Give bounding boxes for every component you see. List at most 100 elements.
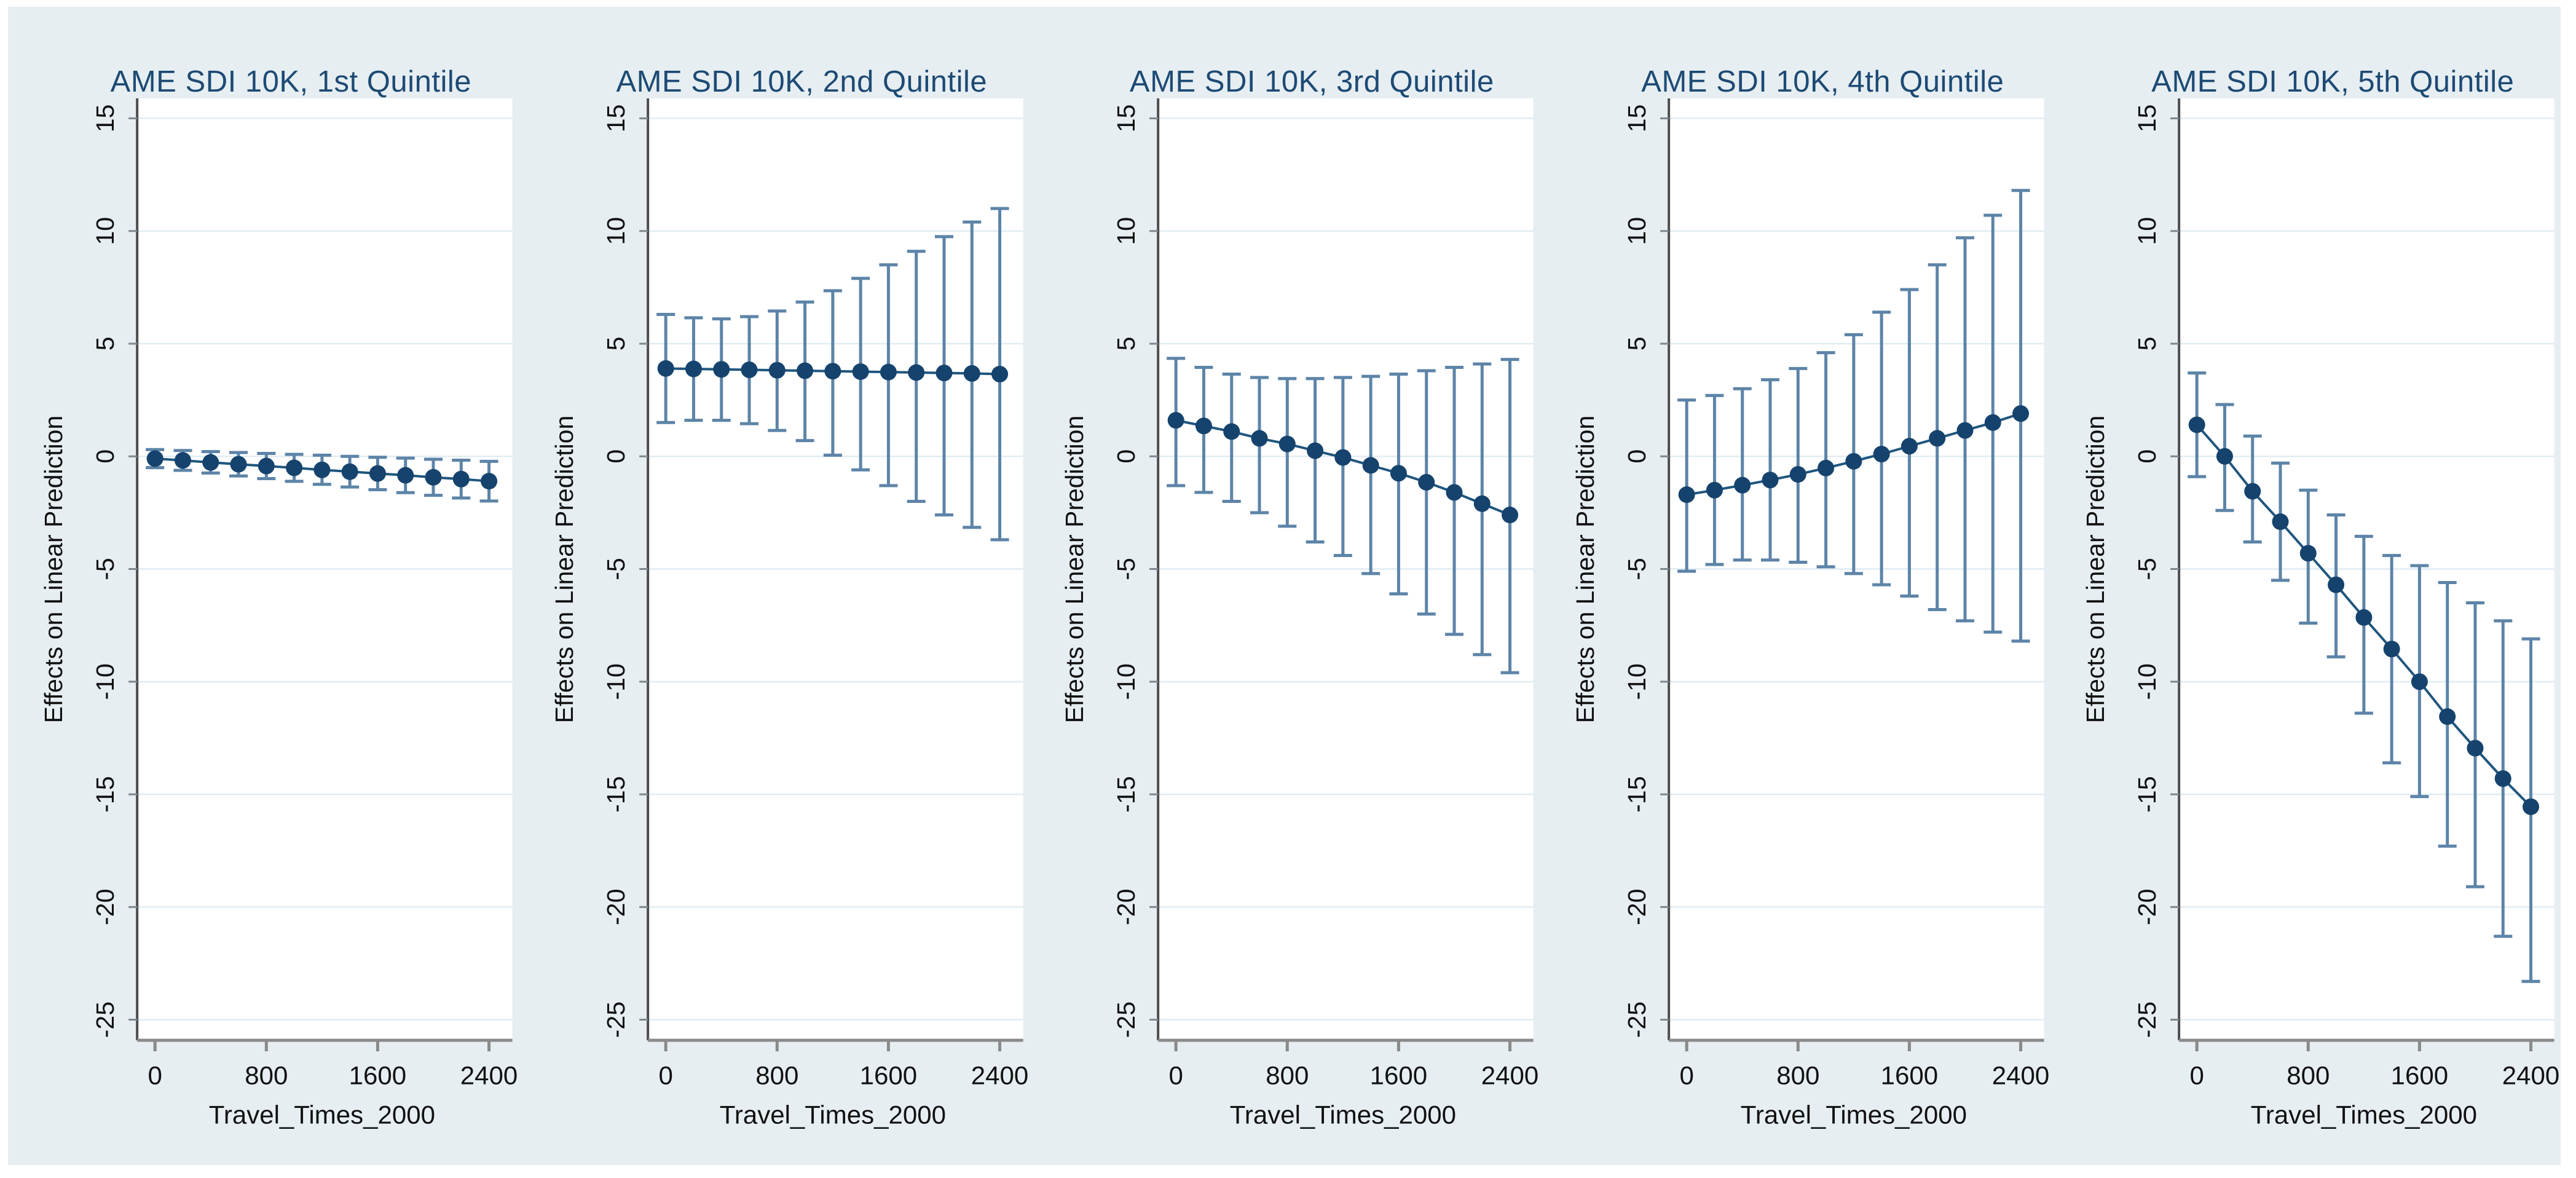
y-tick-label: 10	[1623, 217, 1651, 245]
y-tick-label: -15	[2133, 776, 2161, 812]
y-tick-label: -20	[1112, 889, 1140, 925]
panel-quintile-3: AME SDI 10K, 3rd Quintile 15 10 5 0 -5 -10 -15 -…	[1029, 7, 1540, 1165]
y-tick-label: 5	[1112, 337, 1140, 351]
panel-title: AME SDI 10K, 2nd Quintile	[616, 65, 987, 98]
x-tick-label: 0	[658, 1061, 672, 1090]
x-tick-label: 1600	[1880, 1061, 1937, 1090]
x-tick-label: 0	[2190, 1061, 2204, 1090]
figure-background: AME SDI 10K, 1st Quintile 15 10 5 0 -5 -10 -15 -…	[8, 7, 2561, 1165]
x-tick-label: 1600	[2391, 1061, 2448, 1090]
data-point	[796, 362, 813, 379]
error-bar	[1445, 365, 1464, 636]
x-tick-label: 1600	[1370, 1061, 1427, 1090]
x-tick-label: 2400	[2502, 1061, 2559, 1090]
data-point	[768, 362, 786, 379]
y-tick-label: 10	[1112, 217, 1140, 245]
y-tick-label: -20	[1623, 889, 1651, 925]
y-tick-label: -25	[1112, 1002, 1140, 1038]
y-tick-label: -15	[91, 776, 119, 812]
y-tick-label: -15	[1623, 776, 1651, 812]
x-tick-label: 800	[2287, 1061, 2330, 1090]
data-point	[1845, 453, 1862, 470]
error-bar	[1389, 372, 1408, 596]
data-point	[313, 461, 331, 478]
data-point	[1334, 449, 1352, 466]
data-point	[481, 473, 498, 490]
y-tick-label: -10	[1112, 663, 1140, 700]
y-tick-label: 5	[91, 337, 119, 351]
y-axis-title: Effects on Linear Prediction	[1571, 416, 1599, 723]
y-tick-label: 15	[602, 105, 630, 133]
x-tick-label: 2400	[1992, 1061, 2049, 1090]
panel-quintile-2: AME SDI 10K, 2nd Quintile 15 10 5 0 -5 -10 -15 -…	[519, 7, 1030, 1165]
panel-title: AME SDI 10K, 4th Quintile	[1641, 65, 2004, 98]
data-point	[1446, 484, 1463, 501]
data-point	[852, 363, 869, 380]
data-point	[963, 365, 980, 382]
data-point	[1307, 442, 1324, 459]
y-tick-label: -25	[1623, 1002, 1651, 1038]
error-bar	[1789, 366, 1808, 564]
data-point	[741, 362, 758, 379]
error-bar	[1361, 374, 1381, 575]
data-point	[2244, 483, 2261, 500]
data-point	[880, 363, 897, 381]
x-axis-title: Travel_Times_2000	[209, 1101, 435, 1129]
data-point	[1278, 435, 1296, 453]
y-tick-label: -10	[1623, 663, 1651, 700]
data-point	[2189, 416, 2206, 433]
error-bar	[1705, 393, 1724, 566]
data-point	[935, 365, 953, 382]
data-point	[657, 360, 674, 377]
data-point	[286, 459, 303, 476]
x-tick-label: 800	[755, 1061, 798, 1090]
data-point	[1789, 466, 1806, 483]
data-point	[991, 365, 1008, 382]
data-point	[1678, 486, 1695, 504]
y-tick-label: -20	[2133, 889, 2161, 925]
y-tick-label: -5	[91, 558, 119, 580]
data-point	[2467, 740, 2484, 757]
y-axis-title: Effects on Linear Prediction	[2081, 416, 2109, 723]
y-tick-label: -10	[2133, 663, 2161, 700]
y-tick-label: -5	[602, 558, 630, 580]
data-point	[1984, 414, 2001, 431]
chart-panel-1: AME SDI 10K, 1st Quintile 15 10 5 0 -5 -10 -15 -…	[39, 65, 518, 1129]
chart-panel-2: AME SDI 10K, 2nd Quintile 15 10 5 0 -5 -10 -15 -…	[550, 65, 1028, 1129]
data-point	[1900, 438, 1918, 455]
y-tick-label: 10	[602, 217, 630, 245]
x-axis-title: Travel_Times_2000	[719, 1101, 945, 1129]
y-tick-label: -15	[1112, 776, 1140, 812]
data-point	[2384, 641, 2401, 658]
data-point	[1473, 495, 1491, 512]
error-bar	[1760, 378, 1779, 562]
error-bar	[1306, 377, 1325, 544]
y-tick-label: -10	[602, 663, 630, 700]
panel-quintile-5: AME SDI 10K, 5th Quintile 15 10 5 0 -5 -10 -15 -…	[2050, 7, 2561, 1165]
data-point	[1762, 472, 1779, 489]
y-tick-label: 15	[91, 105, 119, 133]
data-point	[1734, 476, 1751, 494]
y-tick-label: 15	[2133, 105, 2161, 133]
data-point	[1956, 422, 1974, 439]
y-tick-label: 5	[1623, 337, 1651, 351]
data-point	[1251, 430, 1268, 447]
data-point	[452, 470, 470, 488]
data-point	[1418, 473, 1435, 491]
y-axis-title: Effects on Linear Prediction	[39, 416, 68, 723]
chart-panel-5: AME SDI 10K, 5th Quintile 15 10 5 0 -5 -10 -15 -…	[2081, 65, 2559, 1129]
y-axis-title: Effects on Linear Prediction	[550, 416, 578, 723]
data-point	[230, 456, 247, 473]
y-tick-label: -25	[91, 1002, 119, 1038]
data-point	[2272, 513, 2289, 531]
y-tick-label: -20	[91, 889, 119, 925]
data-point	[202, 454, 219, 471]
data-point	[1706, 481, 1723, 499]
data-point	[907, 364, 924, 381]
panel-quintile-4: AME SDI 10K, 4th Quintile 15 10 5 0 -5 -10 -15 -…	[1540, 7, 2050, 1165]
error-bar	[1334, 376, 1353, 558]
data-point	[2523, 798, 2540, 815]
chart-panel-4: AME SDI 10K, 4th Quintile 15 10 5 0 -5 -10 -15 -…	[1571, 65, 2049, 1129]
y-tick-label: 10	[91, 217, 119, 245]
x-tick-label: 2400	[1481, 1061, 1538, 1090]
